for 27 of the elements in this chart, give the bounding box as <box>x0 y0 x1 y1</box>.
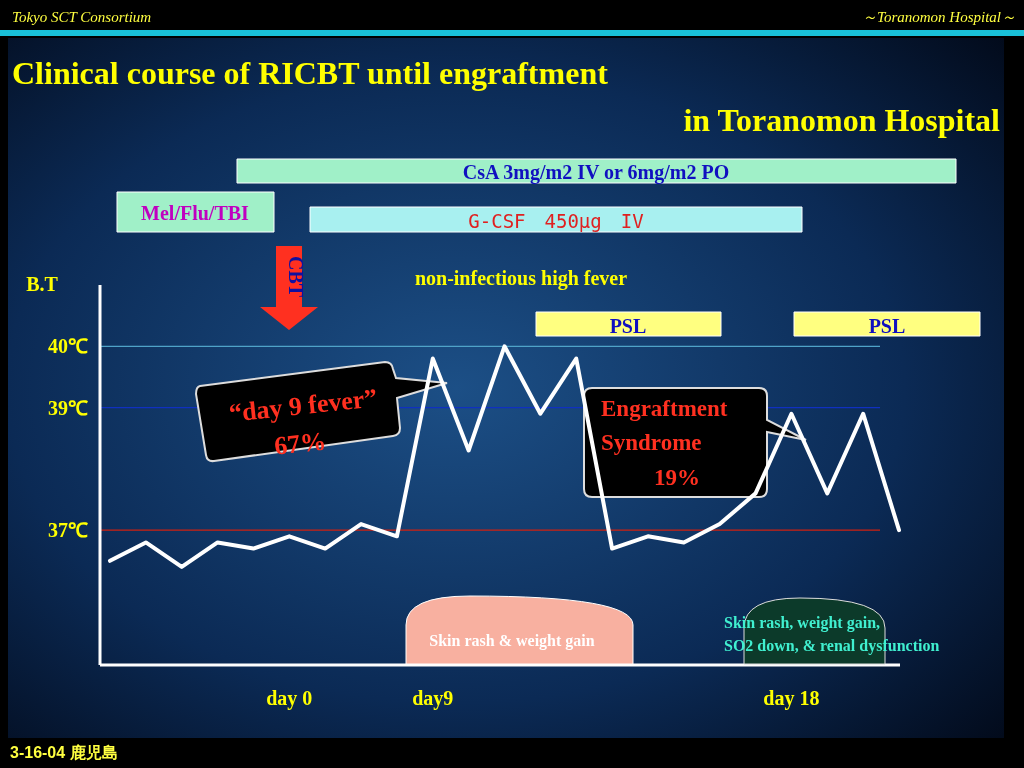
text: CsA 3mg/m2 IV or 6mg/m2 PO <box>462 161 730 184</box>
text: ～Toranomon Hospital～ <box>861 9 1016 25</box>
chart-title: Clinical course of RICBT until engraftment <box>12 55 609 91</box>
x-tick-label: day9 <box>412 687 454 710</box>
text: Mel/Flu/TBI <box>141 202 250 224</box>
annotation: “day 9 fever” <box>227 383 379 428</box>
annotation: non-infectious high fever <box>414 267 628 290</box>
y-tick-label: 39℃ <box>48 396 88 419</box>
annotation: 19% <box>654 465 700 490</box>
text: G-CSF 450μg IV <box>468 210 644 232</box>
annotation: Syndrome <box>601 430 702 455</box>
x-tick-label: day 18 <box>763 687 820 710</box>
y-axis-title: B.T <box>26 273 59 295</box>
annotation: SO2 down, & renal dysfunction <box>724 637 940 655</box>
y-tick-label: 37℃ <box>48 519 88 542</box>
x-tick-label: day 0 <box>266 687 313 710</box>
annotation: PSL <box>868 315 906 337</box>
line-series <box>108 344 901 569</box>
text: Tokyo SCT Consortium <box>12 9 152 25</box>
chart-subtitle: in Toranomon Hospital <box>683 102 1001 138</box>
annotation: Engraftment <box>601 396 728 421</box>
annotation: 67% <box>272 426 328 461</box>
text: 3-16-04 鹿児島 <box>10 744 118 761</box>
annotation: PSL <box>609 315 647 337</box>
annotation: Skin rash & weight gain <box>429 632 595 650</box>
y-tick-label: 40℃ <box>48 335 88 358</box>
annotation: CBT <box>285 256 307 298</box>
